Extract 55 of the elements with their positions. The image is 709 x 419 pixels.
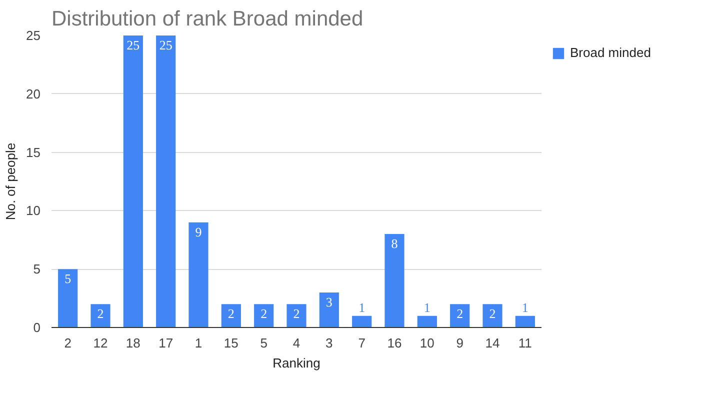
legend-label: Broad minded — [570, 45, 651, 60]
data-label: 2 — [293, 306, 300, 322]
data-label: 2 — [228, 306, 234, 322]
data-label: 8 — [391, 236, 398, 252]
y-axis-title: No. of people — [3, 142, 18, 220]
data-label: 25 — [126, 38, 140, 52]
bar — [123, 36, 143, 328]
x-tick-label: 9 — [456, 336, 464, 350]
bar — [254, 304, 274, 328]
bar — [90, 304, 110, 328]
x-tick-label: 12 — [93, 336, 108, 350]
chart-title: Distribution of rank Broad minded — [52, 8, 364, 30]
x-tick-label: 1 — [194, 336, 202, 350]
bar — [156, 36, 176, 328]
x-tick-label: 4 — [292, 336, 300, 350]
x-tick-label: 17 — [158, 336, 174, 350]
y-tick-label: 10 — [26, 203, 41, 218]
x-tick-label: 16 — [387, 336, 402, 350]
x-tick-label: 18 — [126, 336, 140, 350]
data-label: 3 — [326, 294, 332, 310]
data-label: 1 — [424, 300, 430, 315]
y-tick-label: 0 — [33, 320, 41, 335]
x-tick-label: 5 — [260, 336, 268, 350]
bar — [188, 222, 208, 328]
bar — [58, 269, 78, 328]
x-tick-label: 3 — [326, 336, 333, 350]
bar — [482, 304, 502, 328]
data-label: 2 — [260, 306, 268, 322]
data-label: 9 — [195, 224, 202, 240]
data-label: 25 — [159, 38, 172, 52]
bar — [450, 304, 470, 328]
x-tick-label: 15 — [224, 336, 238, 350]
data-label: 1 — [522, 300, 528, 315]
x-tick-label: 10 — [420, 336, 434, 350]
data-label: 2 — [489, 306, 496, 322]
bar — [515, 316, 535, 328]
y-tick-label: 5 — [33, 262, 41, 277]
data-label: 5 — [64, 271, 72, 286]
bar — [221, 304, 241, 328]
bar — [319, 292, 339, 328]
bar — [417, 316, 437, 328]
data-label: 2 — [456, 306, 464, 322]
x-tick-label: 14 — [485, 336, 500, 350]
bar — [352, 316, 372, 328]
x-tick-label: 7 — [358, 336, 366, 350]
x-axis-title: Ranking — [272, 356, 320, 370]
y-tick-label: 25 — [26, 28, 41, 43]
bar — [384, 234, 404, 328]
data-label: 2 — [97, 306, 104, 322]
x-tick-label: 2 — [64, 336, 72, 350]
y-tick-label: 15 — [26, 144, 41, 160]
x-tick-label: 11 — [518, 336, 532, 350]
y-tick-label: 20 — [26, 86, 41, 102]
bar — [286, 304, 306, 328]
data-label: 1 — [358, 300, 366, 315]
